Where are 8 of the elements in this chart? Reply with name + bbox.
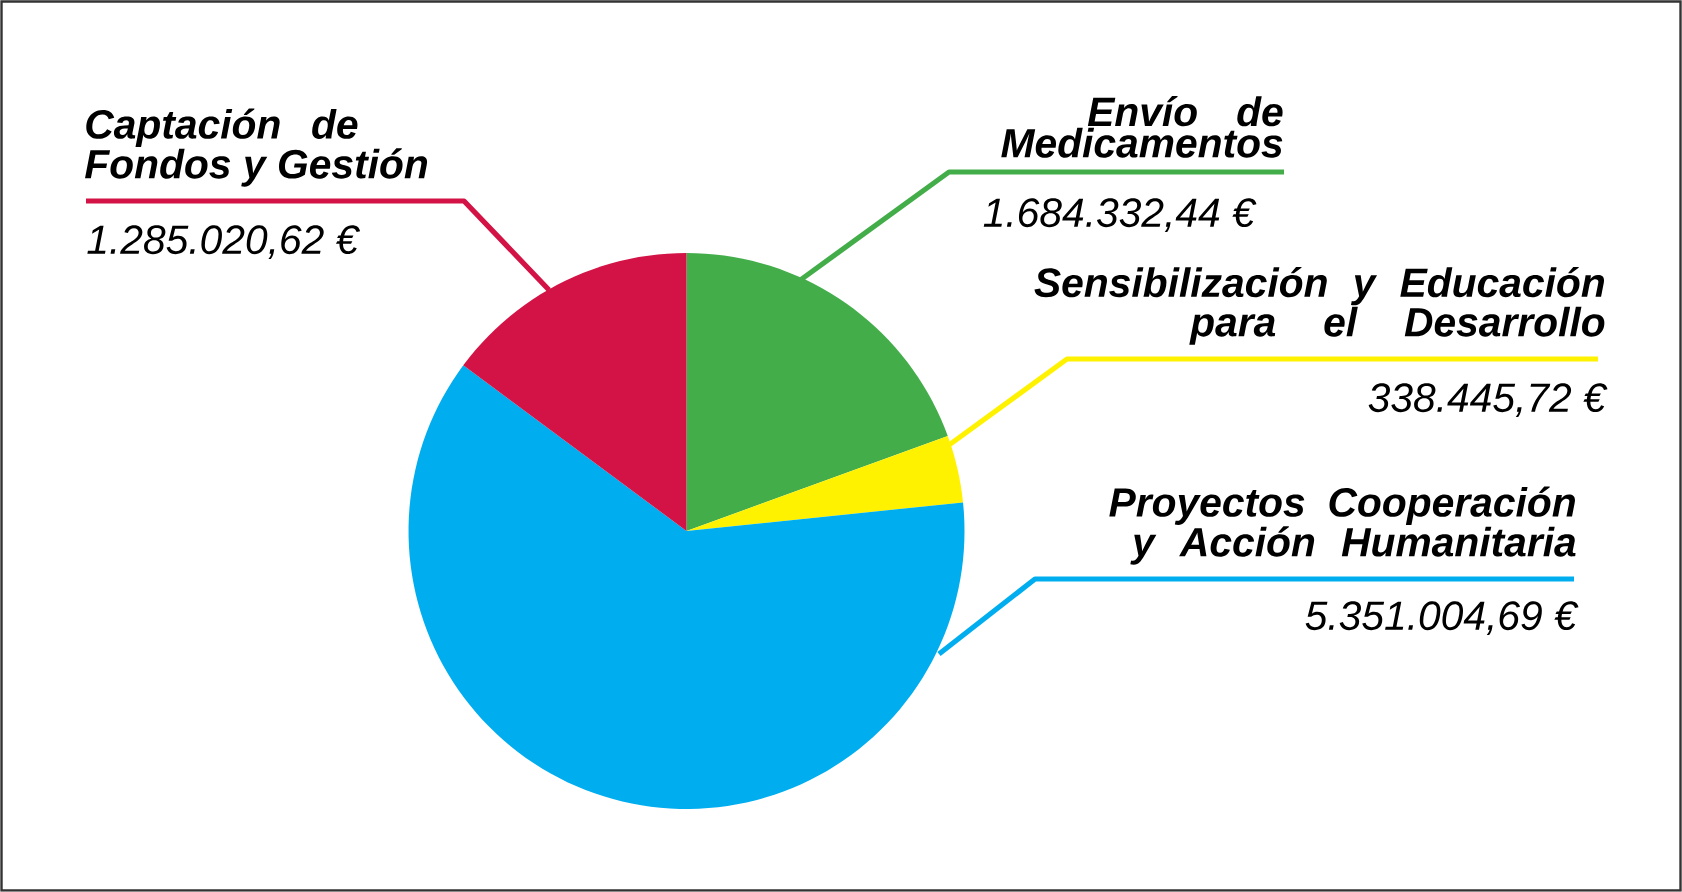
data-label: 1.285.020,62 € [87, 225, 361, 259]
data-label: 1.684.332,44 € [983, 198, 1257, 232]
data-label: 5.351.004,69 € [1305, 601, 1579, 635]
data-label: 338.445,72 € [1368, 383, 1608, 417]
slice-label: Sensibilización y Educación para el Desarrollo [1034, 266, 1605, 345]
slice-label: Proyectos Cooperación y Acción Humanitaria [1109, 486, 1576, 565]
slice-label: Captación de Fondos y Gestión [85, 108, 428, 187]
slice-label: Envío de Medicamentos [1001, 96, 1283, 158]
